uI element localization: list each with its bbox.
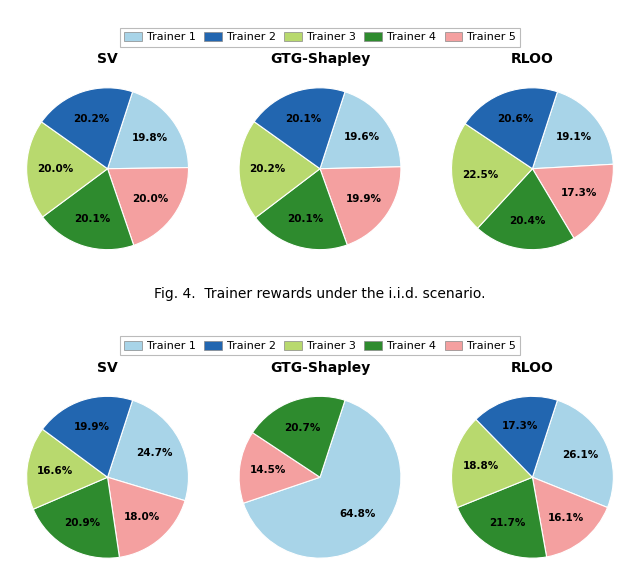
Wedge shape [254, 88, 345, 168]
Text: 64.8%: 64.8% [339, 509, 376, 519]
Text: 20.9%: 20.9% [64, 518, 100, 528]
Wedge shape [239, 433, 320, 503]
Wedge shape [42, 88, 132, 168]
Wedge shape [465, 88, 557, 168]
Text: 19.9%: 19.9% [74, 422, 109, 432]
Text: 20.1%: 20.1% [285, 114, 322, 124]
Text: 17.3%: 17.3% [561, 188, 597, 198]
Wedge shape [532, 477, 607, 557]
Text: 20.1%: 20.1% [287, 214, 323, 224]
Wedge shape [42, 396, 132, 477]
Text: 20.2%: 20.2% [249, 164, 285, 174]
Wedge shape [243, 401, 401, 558]
Wedge shape [476, 396, 557, 477]
Text: 17.3%: 17.3% [502, 421, 539, 431]
Text: 26.1%: 26.1% [562, 450, 598, 460]
Legend: Trainer 1, Trainer 2, Trainer 3, Trainer 4, Trainer 5: Trainer 1, Trainer 2, Trainer 3, Trainer… [120, 28, 520, 47]
Wedge shape [320, 92, 401, 168]
Wedge shape [108, 401, 189, 501]
Text: 20.2%: 20.2% [73, 114, 109, 124]
Wedge shape [27, 429, 108, 509]
Text: Fig. 4.  Trainer rewards under the i.i.d. scenario.: Fig. 4. Trainer rewards under the i.i.d.… [154, 287, 486, 301]
Wedge shape [477, 168, 574, 250]
Wedge shape [43, 168, 134, 250]
Wedge shape [451, 419, 532, 508]
Title: SV: SV [97, 361, 118, 375]
Title: GTG-Shapley: GTG-Shapley [270, 52, 370, 66]
Text: 20.0%: 20.0% [37, 164, 73, 174]
Text: 20.0%: 20.0% [132, 194, 169, 204]
Title: GTG-Shapley: GTG-Shapley [270, 361, 370, 375]
Text: 21.7%: 21.7% [489, 518, 525, 528]
Text: 19.9%: 19.9% [346, 194, 381, 203]
Legend: Trainer 1, Trainer 2, Trainer 3, Trainer 4, Trainer 5: Trainer 1, Trainer 2, Trainer 3, Trainer… [120, 336, 520, 356]
Text: 19.8%: 19.8% [132, 132, 168, 142]
Text: 19.6%: 19.6% [344, 132, 380, 142]
Text: 20.7%: 20.7% [284, 423, 321, 433]
Wedge shape [255, 168, 348, 250]
Title: RLOO: RLOO [511, 361, 554, 375]
Text: 18.0%: 18.0% [124, 512, 160, 522]
Text: 20.1%: 20.1% [74, 214, 110, 224]
Text: 16.1%: 16.1% [547, 513, 584, 523]
Text: 18.8%: 18.8% [463, 461, 499, 472]
Wedge shape [532, 164, 613, 238]
Text: 16.6%: 16.6% [37, 466, 74, 476]
Wedge shape [451, 124, 532, 228]
Title: SV: SV [97, 52, 118, 66]
Wedge shape [33, 477, 120, 558]
Text: 20.4%: 20.4% [509, 216, 545, 226]
Wedge shape [253, 396, 345, 477]
Wedge shape [108, 167, 189, 245]
Text: 19.1%: 19.1% [556, 132, 592, 142]
Text: 24.7%: 24.7% [136, 448, 172, 458]
Wedge shape [320, 167, 401, 245]
Wedge shape [532, 92, 613, 168]
Wedge shape [108, 477, 185, 557]
Wedge shape [239, 122, 320, 217]
Wedge shape [108, 92, 189, 168]
Wedge shape [458, 477, 547, 558]
Wedge shape [532, 401, 613, 508]
Text: 20.6%: 20.6% [497, 114, 533, 124]
Text: 22.5%: 22.5% [462, 170, 499, 180]
Text: 14.5%: 14.5% [250, 465, 286, 476]
Title: RLOO: RLOO [511, 52, 554, 66]
Wedge shape [27, 122, 108, 217]
